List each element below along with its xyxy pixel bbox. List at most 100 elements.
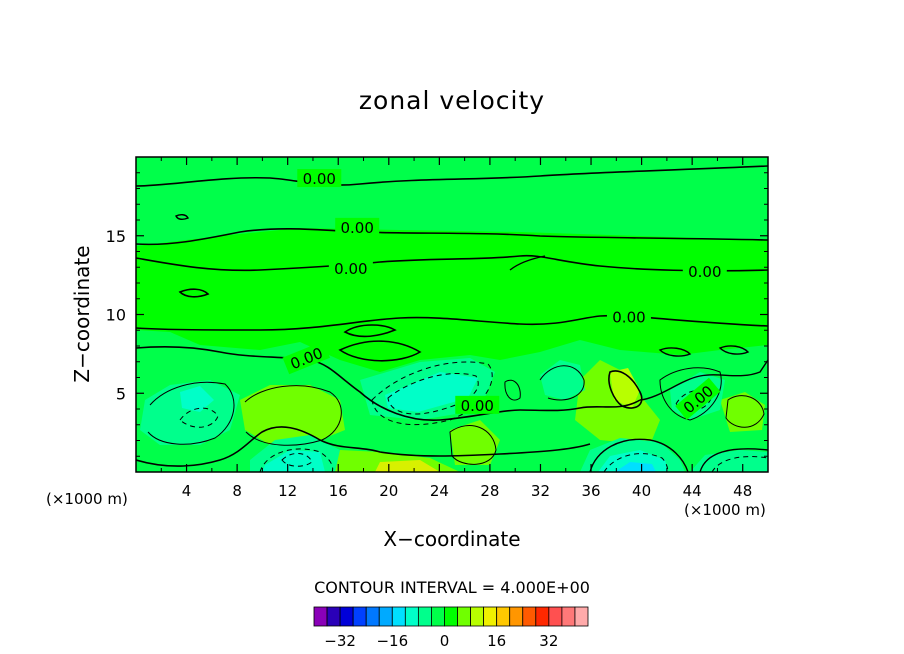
contour-line — [725, 395, 765, 428]
contour-lines — [136, 165, 768, 472]
negative-pocket — [262, 450, 325, 472]
contour-line — [343, 324, 397, 338]
contour-line — [136, 254, 768, 272]
negative-pocket — [615, 462, 656, 472]
negative-pocket — [385, 372, 478, 412]
x-tick-label: 8 — [232, 482, 242, 500]
yellow-patch — [375, 460, 440, 472]
contour-label-text: 0.00 — [461, 397, 494, 415]
x-tick-label: 20 — [379, 482, 398, 500]
colorbar-swatch — [548, 606, 563, 627]
contour-label-text: 0.00 — [688, 263, 721, 281]
contour-line — [608, 370, 643, 409]
colorbar-tick-label: −16 — [376, 632, 408, 650]
colorbar-swatch — [313, 606, 328, 627]
contour-line — [136, 426, 591, 467]
contour-line — [699, 448, 768, 472]
colorbar-swatch — [431, 606, 445, 627]
contour-label-bg — [682, 261, 727, 280]
contour-line-dashed — [179, 407, 219, 428]
contour-line — [449, 425, 497, 465]
y-tick-label: 5 — [116, 384, 126, 403]
colorbar-swatch — [470, 606, 485, 627]
plot-area: 0.000.000.00 0.000.000.000.00 0.00 4 8 12 16 2… — [106, 156, 769, 500]
negative-pocket — [140, 380, 240, 445]
contour-label-bg — [675, 377, 721, 420]
colorbar-tick-label: −32 — [324, 632, 356, 650]
x-axis-label: X−coordinate — [383, 527, 521, 551]
colorbar-swatch — [365, 606, 380, 627]
contour-label: 0.00 — [335, 217, 380, 237]
negative-pocket — [540, 360, 585, 400]
contour-line — [338, 340, 422, 362]
chart-title: zonal velocity — [358, 86, 546, 115]
contour-label-text: 0.00 — [612, 309, 645, 327]
yellow-green-patch — [450, 420, 500, 465]
contour-interval-label: CONTOUR INTERVAL = 4.000E+00 — [314, 578, 590, 597]
contour-line — [136, 346, 641, 421]
contour-line — [658, 347, 692, 357]
contour-line — [175, 213, 189, 221]
contour-label-text: 0.00 — [303, 170, 336, 188]
colorbar-tick-label: 32 — [539, 632, 558, 650]
colorbar-swatch — [535, 606, 550, 627]
colorbar-swatch — [574, 606, 589, 627]
y-axis-units: (×1000 m) — [46, 490, 128, 508]
colorbar-swatch — [352, 606, 367, 627]
colorbar-swatch — [417, 606, 432, 627]
x-tick-label: 44 — [683, 482, 702, 500]
colorbar: −32 −16 0 16 32 — [313, 606, 589, 650]
contour-line-dashed — [387, 372, 479, 415]
contour-label: 0.00 — [682, 261, 727, 281]
x-axis-units: (×1000 m) — [684, 501, 766, 519]
negative-pocket — [690, 450, 768, 472]
y-tick-label: 10 — [106, 306, 126, 325]
contour-line — [136, 228, 768, 246]
x-tick-label: 32 — [531, 482, 550, 500]
colorbar-tick-label: 0 — [440, 632, 450, 650]
contour-labels: 0.000.000.00 0.000.000.000.00 0.00 — [282, 169, 727, 420]
y-tick-label: 15 — [106, 227, 126, 246]
colorbar-tick-label: 16 — [487, 632, 506, 650]
contour-line — [639, 359, 768, 401]
contour-line — [136, 165, 768, 187]
yellow-green-patch — [720, 392, 765, 432]
yellow-patch — [610, 368, 640, 408]
contour-line-dashed — [711, 456, 768, 472]
colorbar-swatch — [391, 606, 406, 627]
contour-line — [539, 365, 585, 401]
contour-label-bg — [282, 341, 331, 375]
contour-label-bg — [335, 217, 380, 236]
colorbar-swatch — [404, 606, 419, 627]
x-tick-label: 4 — [182, 482, 192, 500]
colorbar-swatch — [457, 606, 471, 627]
contour-label: 0.00 — [606, 307, 651, 327]
negative-pocket — [180, 386, 214, 412]
contour-line — [244, 385, 342, 446]
x-tick-label: 40 — [632, 482, 651, 500]
contour-label-bg — [328, 258, 373, 277]
colorbar-swatch — [483, 606, 498, 627]
contour-label: 0.00 — [328, 258, 373, 278]
contour-line — [509, 255, 546, 271]
colorbar-swatch — [339, 606, 354, 627]
x-tick-label: 48 — [733, 482, 752, 500]
contour-label-bg — [606, 307, 651, 326]
x-tick-label: 16 — [329, 482, 348, 500]
colorbar-swatch — [509, 606, 524, 627]
colorbar-swatch — [522, 606, 537, 627]
contour-line-dashed — [603, 453, 669, 472]
colorbar-swatch — [326, 606, 341, 627]
x-tick-label: 24 — [430, 482, 449, 500]
contour-line-dashed — [281, 453, 313, 467]
contour-line-dashed — [371, 361, 493, 426]
contour-line — [147, 381, 235, 445]
contour-line — [504, 379, 521, 401]
contour-label: 0.00 — [455, 395, 500, 415]
x-tick-label: 12 — [278, 482, 297, 500]
colorbar-swatch — [496, 606, 511, 627]
x-tick-label: 28 — [480, 482, 499, 500]
contour-label-bg — [455, 395, 500, 414]
